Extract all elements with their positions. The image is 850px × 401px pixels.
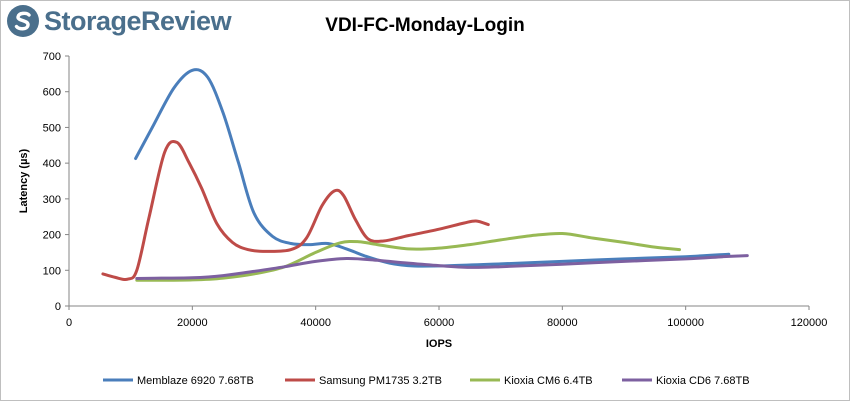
y-tick-label: 700 (43, 51, 61, 63)
y-axis-label: Latency (µs) (18, 148, 30, 213)
series-line-1 (134, 68, 731, 268)
y-tick-label: 500 (43, 122, 61, 134)
legend-label: Samsung PM1735 3.2TB (319, 375, 442, 387)
x-tick-label: 120000 (791, 317, 828, 329)
y-axis-ticks: 0 100 200 300 400 500 600 700 (43, 51, 69, 313)
legend-label: Memblaze 6920 7.68TB (137, 375, 254, 387)
brand-logo: StorageReview (6, 4, 232, 38)
legend-label: Kioxia CM6 6.4TB (504, 375, 593, 387)
series-line-2 (101, 139, 490, 282)
x-axis-label: IOPS (426, 338, 452, 350)
x-axis-ticks: 0 20000 40000 60000 80000 100000 120000 (66, 306, 827, 329)
x-tick-label: 0 (66, 317, 72, 329)
series-line-4 (135, 254, 749, 280)
x-tick-label: 40000 (300, 317, 331, 329)
x-tick-label: 100000 (667, 317, 704, 329)
y-tick-label: 400 (43, 158, 61, 170)
series-layer (101, 68, 749, 282)
legend-label: Kioxia CD6 7.68TB (656, 375, 750, 387)
brand-name: StorageReview (44, 5, 232, 36)
y-tick-label: 600 (43, 87, 61, 99)
y-tick-label: 100 (43, 265, 61, 277)
x-tick-label: 80000 (547, 317, 578, 329)
storagereview-logo-icon (7, 5, 39, 37)
y-tick-label: 0 (55, 301, 61, 313)
axes: 0 100 200 300 400 500 600 700 0 20000 40000 60000 8… (43, 51, 828, 329)
x-tick-label: 20000 (177, 317, 208, 329)
series-line-3 (135, 231, 681, 282)
x-tick-label: 60000 (424, 317, 455, 329)
y-tick-label: 300 (43, 194, 61, 206)
chart-title: VDI-FC-Monday-Login (325, 15, 525, 36)
legend: Memblaze 6920 7.68TB Samsung PM1735 3.2TB… (103, 375, 750, 387)
y-tick-label: 200 (43, 230, 61, 242)
